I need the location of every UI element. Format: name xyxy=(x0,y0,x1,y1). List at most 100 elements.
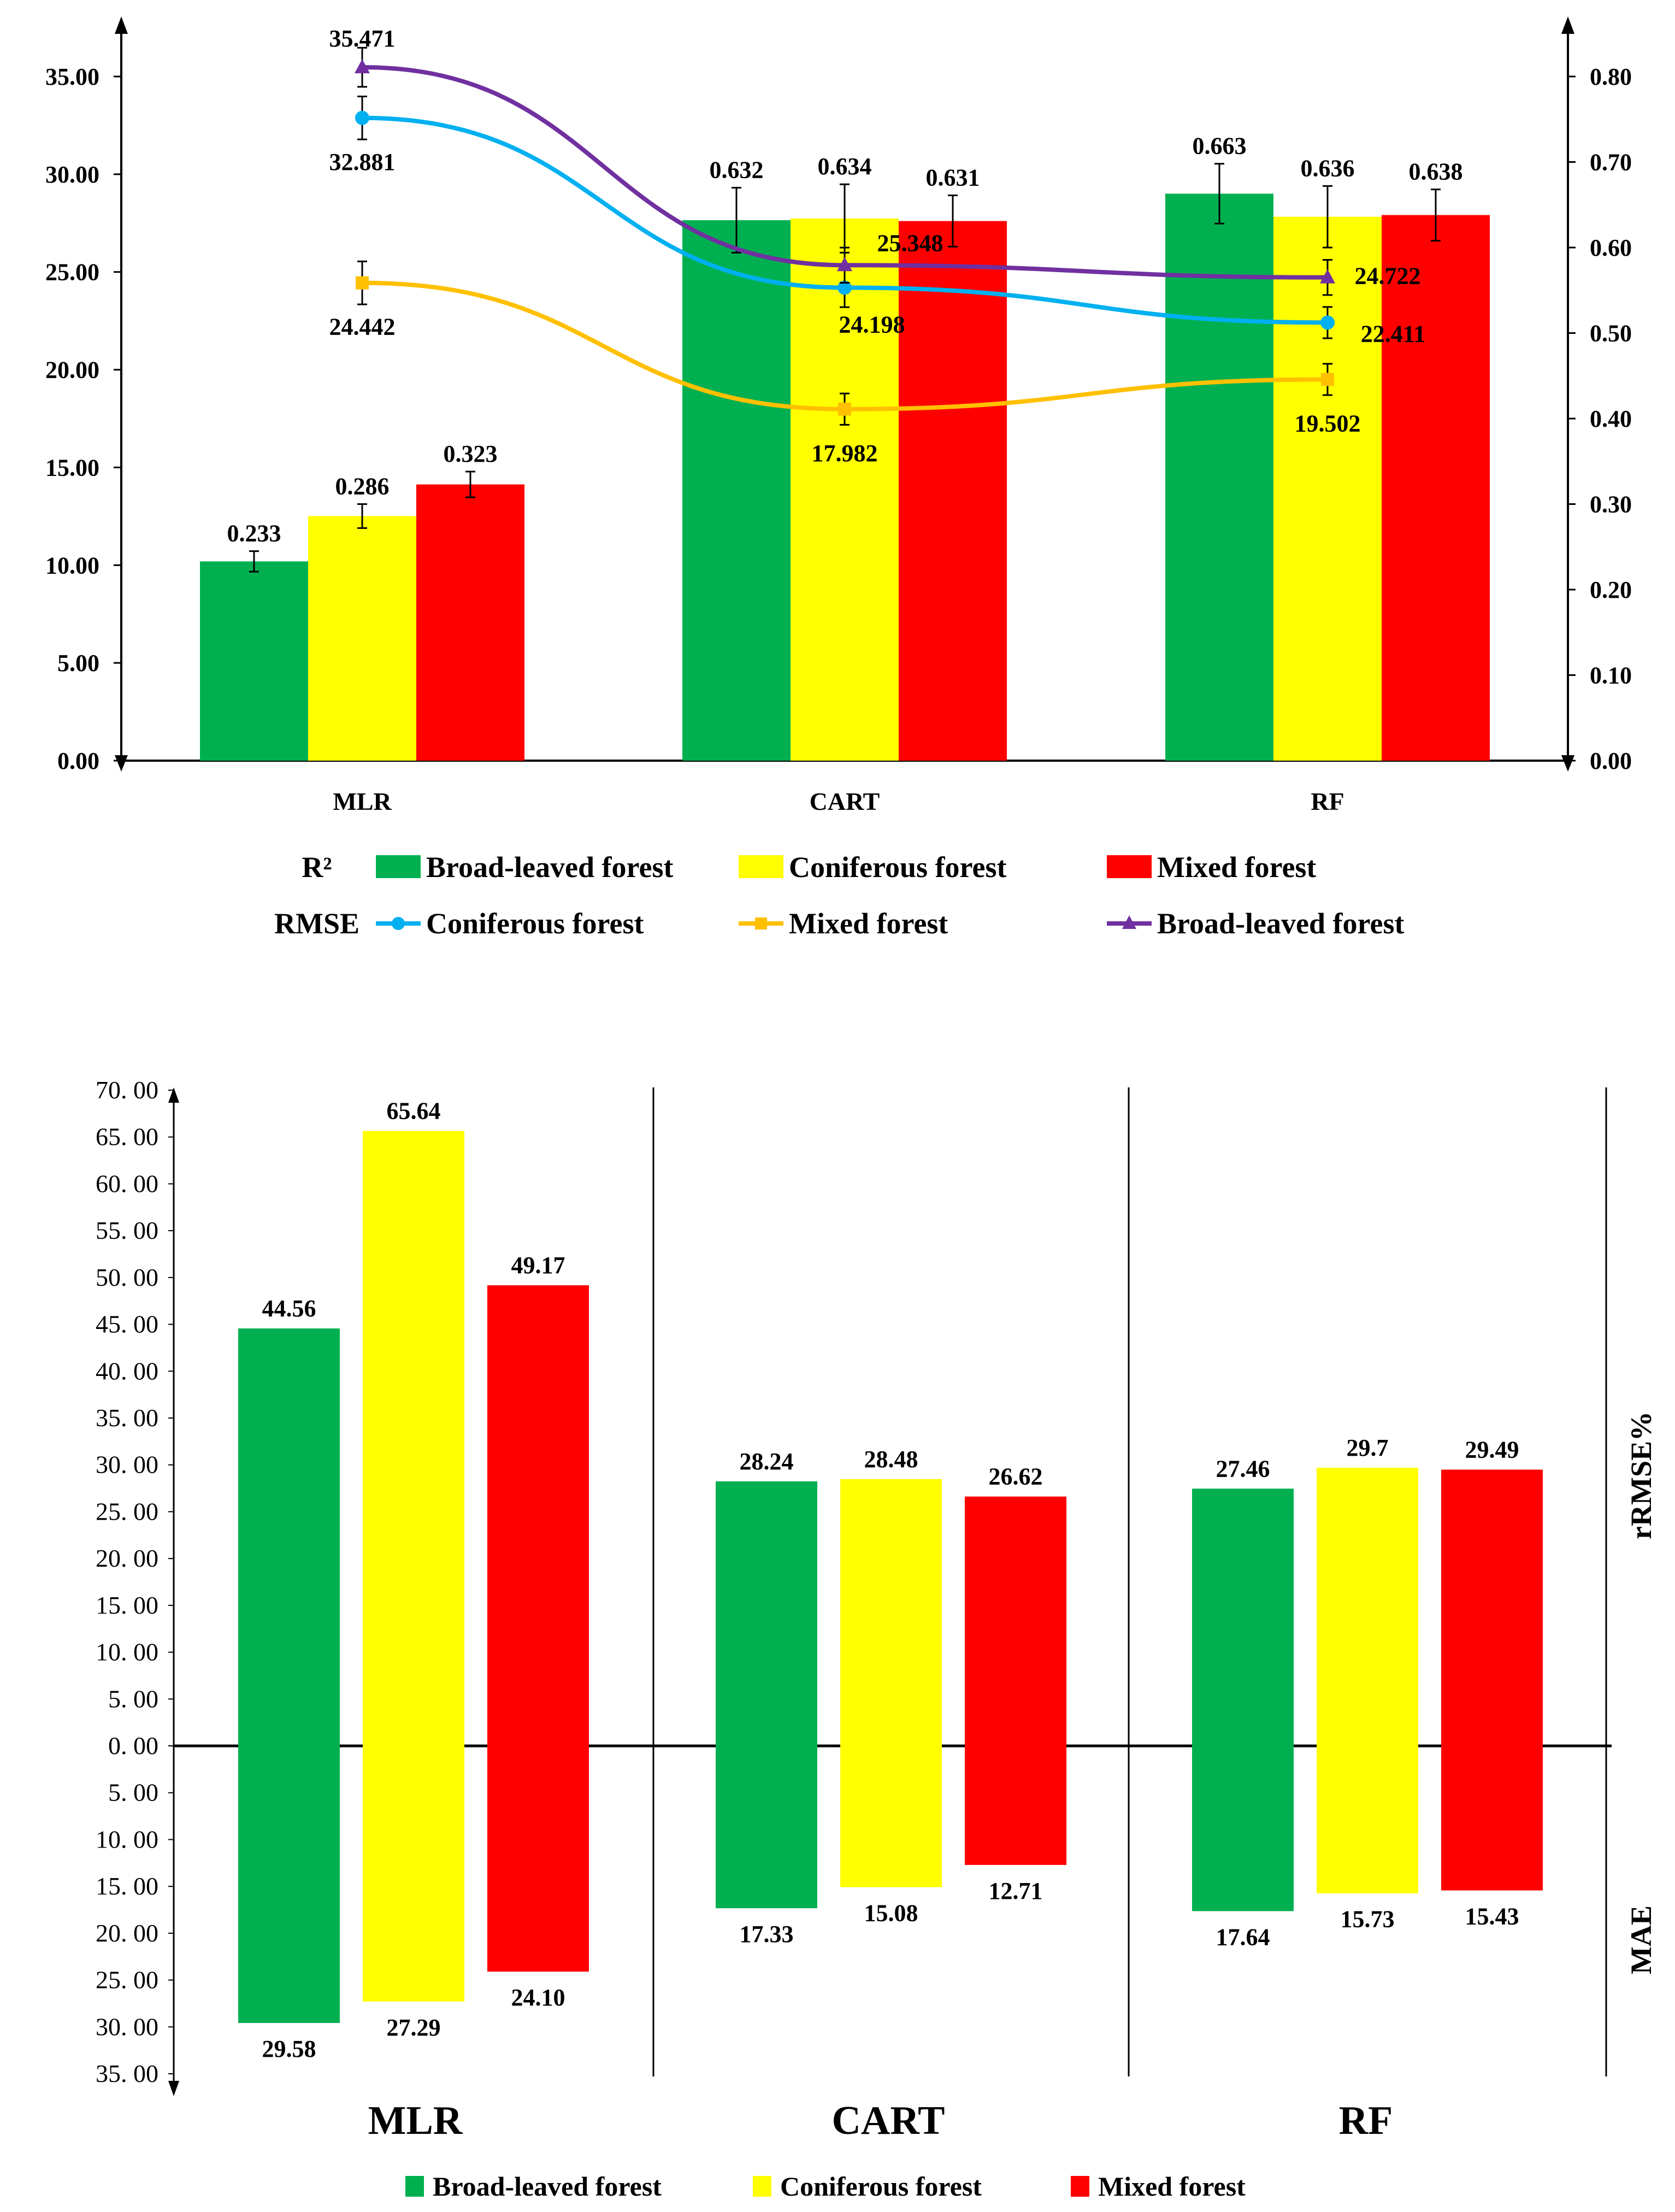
chart2-tick-label: 50. 00 xyxy=(96,1263,158,1291)
chart1-right-tick-label: 0.20 xyxy=(1590,576,1632,603)
chart2-tick-label: 70. 00 xyxy=(96,1076,158,1104)
chart2-legend-label: Coniferous forest xyxy=(780,2171,982,2202)
chart2-legend-label: Broad-leaved forest xyxy=(433,2171,662,2202)
chart2-mae-bar xyxy=(1317,1746,1418,1893)
chart1-bar xyxy=(1165,193,1273,761)
chart1-line-marker xyxy=(1320,269,1335,284)
chart2-mae-bar xyxy=(716,1746,817,1909)
chart1: 0.00 5.00 10.00 15.00 20.00 25.00 30.00 35.00 0.… xyxy=(45,16,1632,940)
chart2-mae-bar xyxy=(363,1746,464,2002)
chart2-y-arrow-bottom xyxy=(168,2081,179,2096)
chart2-tick-label: 30. 00 xyxy=(96,1451,158,1479)
chart1-right-arrow xyxy=(1561,16,1574,34)
chart2-tick-label: 15. 00 xyxy=(96,1872,158,1900)
chart2-mae-label: 15.08 xyxy=(864,1900,918,1927)
chart1-left-tick-label: 30.00 xyxy=(45,161,99,188)
chart1-right-tick-label: 0.10 xyxy=(1590,662,1632,689)
chart1-legend-label: Coniferous forest xyxy=(789,851,1006,884)
chart2-mae-label: 17.64 xyxy=(1216,1923,1270,1950)
chart2-category-label: CART xyxy=(831,2098,945,2143)
chart1-bar xyxy=(1273,216,1382,761)
chart2-tick-label: 25. 00 xyxy=(96,1497,158,1525)
chart2-rrmse-bar xyxy=(965,1496,1066,1746)
chart2-tick-label: 45. 00 xyxy=(96,1310,158,1338)
chart1-right-tick-label: 0.80 xyxy=(1590,63,1632,90)
chart1-bar xyxy=(200,561,308,761)
chart1-legend-label: Mixed forest xyxy=(789,907,948,940)
chart2-mae-bar xyxy=(1192,1746,1294,1911)
chart2-mae-bar xyxy=(1441,1746,1543,1891)
chart2-legend: Broad-leaved forest Coniferous forest Mixe… xyxy=(405,2171,1246,2202)
chart2-tick-label: 65. 00 xyxy=(96,1123,158,1151)
chart1-bar xyxy=(416,484,524,761)
chart2-legend-swatch xyxy=(1071,2176,1089,2197)
chart1-legend-bar-group-label: R² xyxy=(302,851,332,884)
chart1-bar xyxy=(1382,215,1490,761)
chart1-bar xyxy=(682,220,791,761)
chart2-legend-swatch xyxy=(405,2176,424,2197)
chart1-right-tick-label: 0.40 xyxy=(1590,405,1632,432)
chart2-tick-label: 10. 00 xyxy=(96,1825,158,1853)
chart1-right-arrow-bottom xyxy=(1561,755,1574,772)
chart2-rrmse-bar xyxy=(1192,1489,1294,1746)
chart1-line-label: 32.881 xyxy=(329,149,396,175)
chart1-left-tick-label: 35.00 xyxy=(45,63,99,90)
chart2-mae-bar xyxy=(840,1746,942,1887)
chart2-rrmse-label: 28.48 xyxy=(864,1446,918,1473)
chart1-line-marker xyxy=(1321,373,1334,386)
chart2-mae-label: 12.71 xyxy=(989,1878,1043,1904)
chart2-rrmse-label: 44.56 xyxy=(262,1295,316,1322)
chart2-upper-axis-label: rRMSE% xyxy=(1625,1411,1658,1539)
chart2-lower-axis-label: MAE xyxy=(1625,1905,1658,1974)
chart1-bar-label: 0.233 xyxy=(227,520,281,547)
chart1-right-tick-label: 0.70 xyxy=(1590,149,1632,176)
chart2-rrmse-label: 27.46 xyxy=(1216,1455,1270,1482)
chart2-rrmse-label: 65.64 xyxy=(387,1098,441,1125)
chart1-line-marker xyxy=(837,257,852,272)
chart1-legend-swatch xyxy=(739,855,783,878)
chart1-bar xyxy=(791,218,899,761)
chart1-line-marker xyxy=(838,280,852,295)
chart1-bar-label: 0.636 xyxy=(1301,155,1355,181)
chart1-line-marker xyxy=(356,276,369,290)
chart1-line-marker xyxy=(838,402,851,416)
chart1-line-label: 22.411 xyxy=(1361,320,1426,347)
chart1-bar-label: 0.323 xyxy=(444,440,498,467)
chart2-tick-label: 15. 00 xyxy=(96,1591,158,1619)
chart2-tick-label: 40. 00 xyxy=(96,1357,158,1385)
chart1-legend-label: Coniferous forest xyxy=(426,907,644,940)
chart1-left-tick-label: 25.00 xyxy=(45,259,99,286)
chart1-legend: R² RMSE Broad-leaved forest Coniferous fore… xyxy=(274,851,1404,940)
chart1-line-marker xyxy=(1320,315,1335,330)
chart1-line-marker xyxy=(355,110,369,125)
chart2: 0. 00 5. 00 10. 00 15. 00 20. 00 25. 00 30. 00… xyxy=(96,1076,1658,2202)
chart1-legend-label: Broad-leaved forest xyxy=(1157,907,1404,940)
chart1-line xyxy=(362,115,1328,325)
chart1-right-tick-label: 0.60 xyxy=(1590,234,1632,261)
chart2-rrmse-bar xyxy=(716,1481,817,1746)
chart1-line-label: 19.502 xyxy=(1295,410,1361,437)
chart2-y-arrow-top xyxy=(168,1087,179,1103)
chart1-left-tick-label: 15.00 xyxy=(45,454,99,481)
chart1-line-label: 24.198 xyxy=(839,311,905,338)
chart2-tick-label: 5. 00 xyxy=(108,1685,158,1713)
chart1-left-tick-label: 0.00 xyxy=(57,748,99,774)
chart1-line-label: 35.471 xyxy=(329,25,396,52)
chart2-category-label: MLR xyxy=(368,2098,463,2143)
chart2-rrmse-bar xyxy=(840,1479,942,1746)
chart1-right-tick-label: 0.00 xyxy=(1590,748,1632,774)
chart1-legend-line-group-label: RMSE xyxy=(274,907,359,940)
chart1-bar-label: 0.631 xyxy=(926,164,980,191)
chart2-mae-bar xyxy=(238,1746,340,2023)
chart1-line-label: 17.982 xyxy=(812,440,878,467)
chart1-category-label: RF xyxy=(1311,787,1344,815)
chart2-tick-label: 60. 00 xyxy=(96,1169,158,1197)
chart1-line xyxy=(362,280,1328,411)
chart1-left-arrow-bottom xyxy=(115,755,128,772)
chart2-mae-bar xyxy=(487,1746,589,1972)
chart1-legend-marker xyxy=(755,917,767,929)
chart2-mae-label: 24.10 xyxy=(511,1984,565,2011)
chart2-tick-label: 20. 00 xyxy=(96,1544,158,1572)
chart1-line-label: 24.442 xyxy=(329,314,396,340)
